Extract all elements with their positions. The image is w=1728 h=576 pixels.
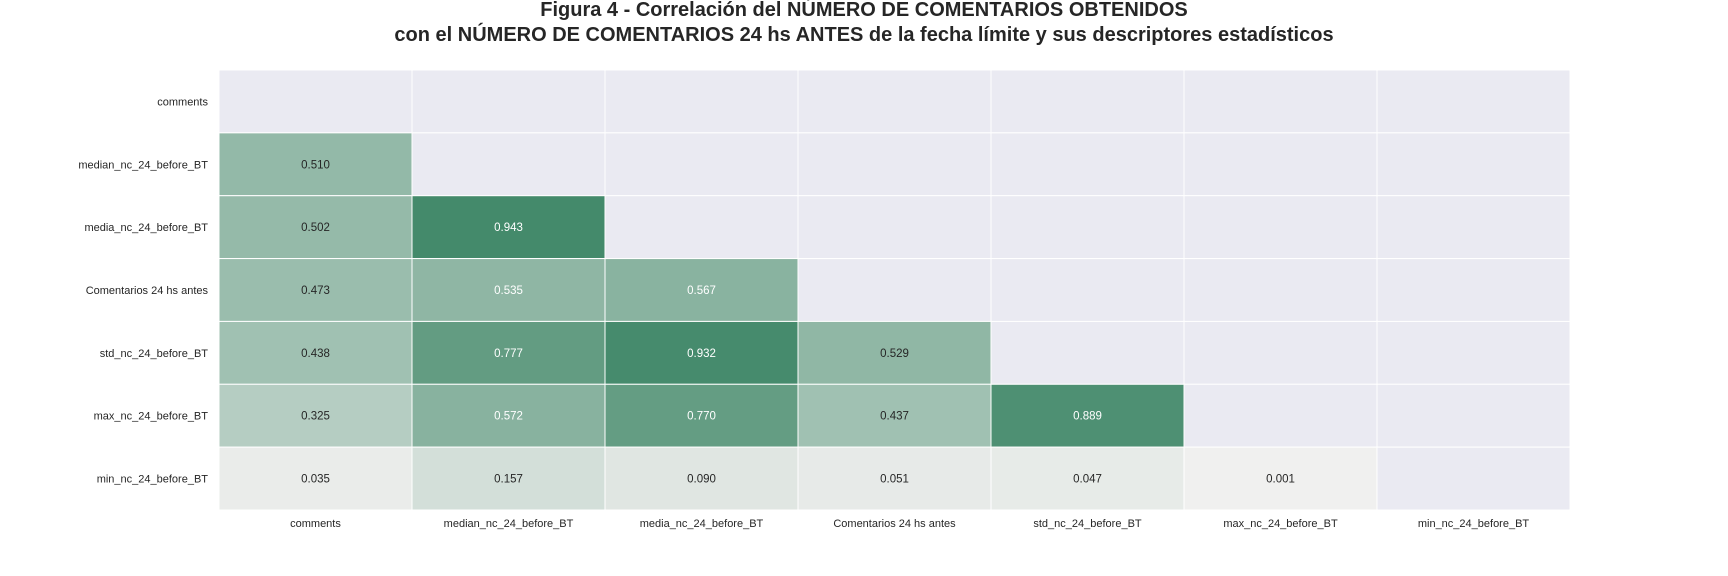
heatmap-cell-value: 0.001 <box>1266 474 1295 486</box>
heatmap-cell-value: 0.473 <box>301 285 330 297</box>
heatmap-cell <box>218 383 413 448</box>
heatmap-cell <box>218 258 413 322</box>
heatmap-cell-masked <box>797 132 992 197</box>
x-tick-label: std_nc_24_before_BT <box>1033 518 1142 530</box>
x-tick-label: media_nc_24_before_BT <box>640 518 764 530</box>
heatmap-cell-masked <box>604 195 799 260</box>
heatmap-cell-masked <box>1376 383 1571 448</box>
y-tick-label: comments <box>157 96 208 108</box>
heatmap-cell-masked <box>411 132 606 197</box>
x-tick-label: Comentarios 24 hs antes <box>833 518 956 530</box>
heatmap-cell-masked <box>990 195 1185 260</box>
heatmap-cell-value: 0.510 <box>301 159 330 171</box>
heatmap-cell-masked <box>990 132 1185 197</box>
heatmap-cell-value: 0.047 <box>1073 474 1102 486</box>
heatmap-cell-value: 0.943 <box>494 222 523 234</box>
heatmap-cell <box>218 446 413 511</box>
heatmap-cell <box>1183 446 1378 511</box>
heatmap-cell <box>604 258 799 322</box>
heatmap-cell-value: 0.325 <box>301 411 330 423</box>
y-tick-label: Comentarios 24 hs antes <box>86 285 209 297</box>
heatmap-cell-masked <box>1376 446 1571 511</box>
heatmap-cell-value: 0.157 <box>494 474 523 486</box>
heatmap-cell-masked <box>1376 258 1571 322</box>
heatmap-cell-masked <box>797 195 992 260</box>
heatmap-cell-value: 0.502 <box>301 222 330 234</box>
heatmap-cells: 0.510 0.502 0.943 0.473 0.535 0.567 0.438 0.777… <box>218 69 1571 511</box>
heatmap-cell-value: 0.567 <box>687 285 716 297</box>
heatmap-cell-value: 0.051 <box>880 474 909 486</box>
y-tick-label: min_nc_24_before_BT <box>97 474 209 486</box>
heatmap-cell-masked <box>411 69 606 134</box>
x-tick-label: max_nc_24_before_BT <box>1223 518 1338 530</box>
heatmap-cell-masked <box>1376 132 1571 197</box>
chart-title-line-2: con el NÚMERO DE COMENTARIOS 24 hs ANTES… <box>394 24 1334 46</box>
heatmap-cell <box>797 446 992 511</box>
heatmap-cell <box>411 258 606 322</box>
y-axis-tick-labels: comments median_nc_24_before_BT media_nc_2… <box>78 96 208 485</box>
heatmap-cell-masked <box>1376 69 1571 134</box>
heatmap-cell <box>411 195 606 260</box>
heatmap-cell-value: 0.932 <box>687 348 716 360</box>
heatmap-cell-value: 0.035 <box>301 474 330 486</box>
heatmap-cell-masked <box>990 69 1185 134</box>
heatmap-cell <box>797 320 992 385</box>
heatmap-cell <box>411 383 606 448</box>
heatmap-cell-value: 0.437 <box>880 411 909 423</box>
heatmap-cell-masked <box>1183 195 1378 260</box>
x-tick-label: median_nc_24_before_BT <box>444 518 574 530</box>
y-tick-label: median_nc_24_before_BT <box>78 159 208 171</box>
heatmap-cell <box>604 383 799 448</box>
heatmap-cell-value: 0.090 <box>687 474 716 486</box>
heatmap-cell <box>411 446 606 511</box>
heatmap-cell-value: 0.529 <box>880 348 909 360</box>
heatmap-cell-masked <box>797 69 992 134</box>
heatmap-cell-masked <box>218 69 413 134</box>
heatmap-cell-value: 0.572 <box>494 411 523 423</box>
heatmap-cell <box>604 446 799 511</box>
x-tick-label: min_nc_24_before_BT <box>1418 518 1530 530</box>
heatmap-cell <box>797 383 992 448</box>
heatmap-cell-masked <box>1376 320 1571 385</box>
heatmap-cell-masked <box>1183 320 1378 385</box>
heatmap-cell-value: 0.438 <box>301 348 330 360</box>
heatmap-cell-value: 0.770 <box>687 411 716 423</box>
y-tick-label: std_nc_24_before_BT <box>100 348 209 360</box>
heatmap-cell-value: 0.777 <box>494 348 523 360</box>
x-tick-label: comments <box>290 518 341 530</box>
heatmap-cell-masked <box>1183 383 1378 448</box>
heatmap-cell-masked <box>990 320 1185 385</box>
heatmap-cell-masked <box>604 69 799 134</box>
heatmap-cell-value: 0.889 <box>1073 411 1102 423</box>
heatmap-cell-masked <box>1376 195 1571 260</box>
y-tick-label: media_nc_24_before_BT <box>84 222 208 234</box>
heatmap-cell-value: 0.535 <box>494 285 523 297</box>
heatmap-cell-masked <box>1183 258 1378 322</box>
heatmap-cell <box>218 132 413 197</box>
heatmap-cell <box>990 446 1185 511</box>
heatmap-cell-masked <box>1183 69 1378 134</box>
heatmap-cell-masked <box>990 258 1185 322</box>
chart-title-line-1: Figura 4 - Correlación del NÚMERO DE COM… <box>540 0 1188 21</box>
heatmap-cell-masked <box>797 258 992 322</box>
y-tick-label: max_nc_24_before_BT <box>94 411 209 423</box>
x-axis-tick-labels: comments median_nc_24_before_BT media_nc_2… <box>290 518 1529 530</box>
heatmap-cell-masked <box>1183 132 1378 197</box>
heatmap-cell <box>604 320 799 385</box>
heatmap-cell-masked <box>604 132 799 197</box>
